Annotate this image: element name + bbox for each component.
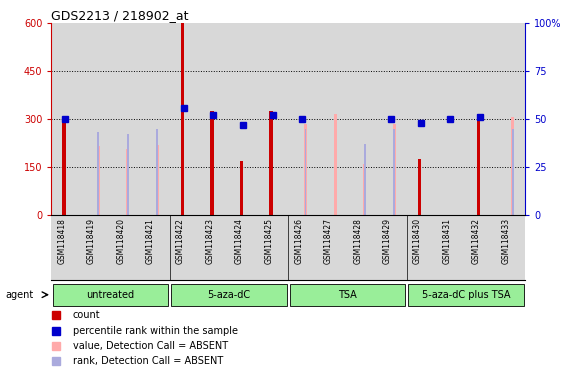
Bar <box>62 118 66 215</box>
Bar <box>333 114 337 215</box>
Bar <box>304 129 307 215</box>
Bar <box>96 146 100 215</box>
Text: GSM118420: GSM118420 <box>116 218 126 264</box>
Bar <box>210 111 214 215</box>
Text: 5-aza-dC: 5-aza-dC <box>207 290 251 300</box>
Bar <box>408 284 524 306</box>
Bar <box>240 161 243 215</box>
Text: GSM118432: GSM118432 <box>472 218 481 264</box>
Text: GSM118427: GSM118427 <box>324 218 333 264</box>
Text: TSA: TSA <box>338 290 357 300</box>
Bar <box>393 129 395 215</box>
Text: GSM118418: GSM118418 <box>57 218 66 264</box>
Bar <box>270 111 273 215</box>
Text: untreated: untreated <box>87 290 135 300</box>
Bar <box>304 124 307 215</box>
Text: agent: agent <box>6 290 34 300</box>
Text: GSM118424: GSM118424 <box>235 218 244 264</box>
Bar <box>417 159 421 215</box>
Text: GSM118428: GSM118428 <box>353 218 363 264</box>
Text: GSM118421: GSM118421 <box>146 218 155 264</box>
Bar <box>363 164 366 215</box>
Bar <box>512 129 514 215</box>
Bar <box>364 144 365 215</box>
Bar <box>171 284 287 306</box>
Text: percentile rank within the sample: percentile rank within the sample <box>73 326 238 336</box>
Text: GDS2213 / 218902_at: GDS2213 / 218902_at <box>51 9 189 22</box>
Text: GSM118430: GSM118430 <box>413 218 421 265</box>
Bar <box>127 134 128 215</box>
Text: GSM118429: GSM118429 <box>383 218 392 264</box>
Text: GSM118425: GSM118425 <box>264 218 274 264</box>
Bar <box>393 124 396 215</box>
Bar <box>53 284 168 306</box>
Bar <box>180 23 184 215</box>
Text: rank, Detection Call = ABSENT: rank, Detection Call = ABSENT <box>73 356 223 366</box>
Text: 5-aza-dC plus TSA: 5-aza-dC plus TSA <box>422 290 510 300</box>
Text: value, Detection Call = ABSENT: value, Detection Call = ABSENT <box>73 341 228 351</box>
Text: GSM118433: GSM118433 <box>501 218 510 265</box>
Text: GSM118423: GSM118423 <box>206 218 214 264</box>
Bar <box>126 149 129 215</box>
Bar <box>156 129 158 215</box>
Bar <box>290 284 405 306</box>
Text: GSM118431: GSM118431 <box>443 218 451 264</box>
Bar <box>156 145 159 215</box>
Text: GSM118426: GSM118426 <box>294 218 303 264</box>
Bar <box>512 118 514 215</box>
Bar <box>477 114 480 215</box>
Text: GSM118422: GSM118422 <box>176 218 184 264</box>
Text: count: count <box>73 310 100 320</box>
Text: GSM118419: GSM118419 <box>87 218 96 264</box>
Bar <box>97 132 99 215</box>
